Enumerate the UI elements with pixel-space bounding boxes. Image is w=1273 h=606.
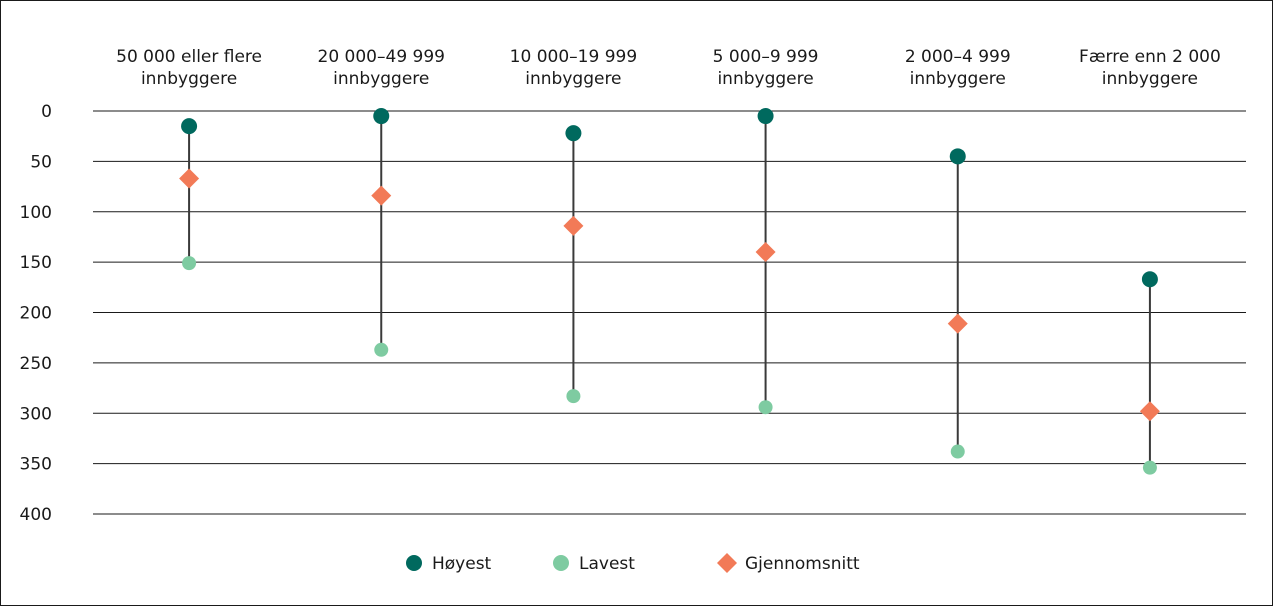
y-tick-label: 200: [20, 304, 52, 324]
point-lavest: [950, 444, 965, 459]
point-gjennomsnitt: [755, 242, 776, 263]
y-tick-label: 100: [20, 203, 52, 223]
y-tick-label: 0: [41, 102, 52, 122]
legend-label: Høyest: [432, 554, 492, 574]
category-label: 2 000–4 999 innbyggere: [905, 47, 1011, 89]
point-hoyest: [181, 118, 198, 135]
y-tick-label: 150: [20, 253, 52, 273]
point-hoyest: [565, 125, 582, 142]
point-lavest: [758, 400, 773, 415]
category-label: 50 000 eller flere innbyggere: [116, 47, 262, 89]
legend-marker-gjennomsnitt: [717, 553, 737, 573]
point-lavest: [566, 389, 581, 404]
category-label: Færre enn 2 000 innbyggere: [1079, 47, 1221, 89]
legend-label: Lavest: [579, 554, 635, 574]
point-gjennomsnitt: [947, 313, 968, 334]
y-tick-label: 50: [30, 152, 52, 172]
point-lavest: [182, 256, 197, 271]
category-label: 5 000–9 999 innbyggere: [713, 47, 819, 89]
point-hoyest: [1141, 271, 1158, 288]
category-label: 20 000–49 999 innbyggere: [318, 47, 445, 89]
point-gjennomsnitt: [179, 168, 200, 189]
point-hoyest: [373, 108, 390, 125]
point-hoyest: [757, 108, 774, 125]
point-gjennomsnitt: [371, 185, 392, 206]
legend-marker: [406, 555, 422, 571]
point-gjennomsnitt: [563, 215, 584, 236]
point-lavest: [374, 342, 389, 357]
point-gjennomsnitt: [1139, 401, 1160, 422]
category-label: 10 000–19 999 innbyggere: [510, 47, 637, 89]
legend-marker: [553, 555, 569, 571]
y-tick-label: 250: [20, 354, 52, 374]
point-lavest: [1142, 460, 1157, 475]
point-hoyest: [949, 148, 966, 165]
y-tick-label: 300: [20, 404, 52, 424]
y-tick-label: 400: [20, 505, 52, 525]
y-tick-label: 350: [20, 455, 52, 475]
legend-label: Gjennomsnitt: [745, 554, 860, 574]
